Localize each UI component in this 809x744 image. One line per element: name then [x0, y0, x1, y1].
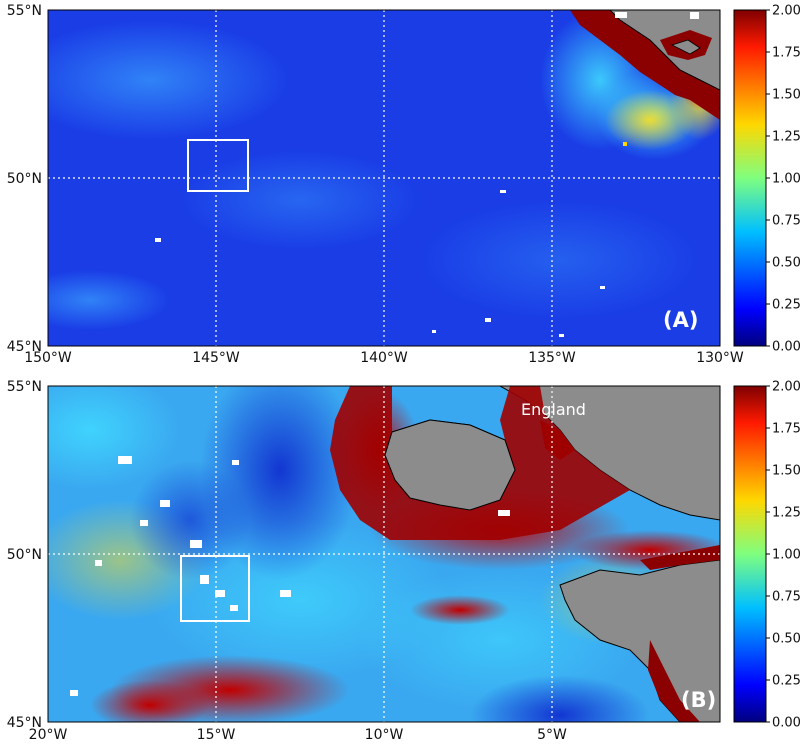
panel-b-lat-label: 55°N: [7, 379, 42, 395]
panel-b-frame: [47, 385, 721, 723]
colorbar-tick-label: 1.75: [772, 46, 801, 61]
panel-b: England (B) 55°N 50°N 45°N 20°W 15°W 10°…: [7, 379, 721, 743]
panel-b-label: (B): [681, 688, 716, 712]
colorbar-tick-label: 2.00: [772, 4, 801, 19]
colorbar-a-ticks: 2.00 1.75 1.50 1.25 1.00 0.75 0.50 0.25 0.00: [766, 4, 801, 355]
panel-b-lon-label: 15°W: [197, 727, 236, 743]
colorbar-a: 2.00 1.75 1.50 1.25 1.00 0.75 0.50 0.25 0.00: [733, 4, 801, 355]
panel-a-map: [48, 10, 720, 346]
panel-b-lon-label: 10°W: [365, 727, 404, 743]
colorbar-tick-label: 1.50: [772, 88, 801, 103]
panel-b-map: [48, 386, 720, 722]
panel-b-coastal-high: [330, 386, 630, 540]
panel-a-lat-label: 45°N: [7, 339, 42, 355]
colorbar-tick-label: 1.00: [772, 548, 801, 563]
colorbar-tick-label: 1.00: [772, 172, 801, 187]
colorbar-tick-label: 0.75: [772, 214, 801, 229]
colorbar-tick-label: 1.25: [772, 130, 801, 145]
panel-a-label: (A): [663, 308, 698, 332]
colorbar-tick-label: 1.75: [772, 422, 801, 437]
panel-b-lon-label: 5°W: [537, 727, 567, 743]
panel-b-lon-label: 20°W: [29, 727, 68, 743]
colorbar-tick-label: 0.50: [772, 632, 801, 647]
colorbar-tick-label: 1.25: [772, 506, 801, 521]
colorbar-tick-label: 1.50: [772, 464, 801, 479]
panel-a-lat-label: 55°N: [7, 3, 42, 19]
colorbar-tick-label: 0.25: [772, 298, 801, 313]
colorbar-tick-label: 0.00: [772, 340, 801, 355]
panel-a-land: [609, 10, 720, 91]
panel-a: (A) 55°N 50°N 45°N 150°W 145°W 140°W 135…: [7, 3, 744, 366]
colorbar-b-ramp: [733, 385, 767, 723]
colorbar-tick-label: 0.25: [772, 674, 801, 689]
panel-a-lon-label: 150°W: [24, 350, 72, 366]
panel-b-place-label: England: [521, 400, 586, 419]
colorbar-tick-label: 0.75: [772, 590, 801, 605]
panel-a-lon-label: 140°W: [360, 350, 408, 366]
panel-a-frame: [47, 9, 721, 347]
colorbar-a-ramp: [733, 9, 767, 347]
panel-b-lat-label: 50°N: [7, 547, 42, 563]
colorbar-tick-label: 2.00: [772, 380, 801, 395]
panel-a-lon-label: 145°W: [192, 350, 240, 366]
panel-b-lat-label: 45°N: [7, 715, 42, 731]
colorbar-tick-label: 0.00: [772, 716, 801, 731]
colorbar-b: 2.00 1.75 1.50 1.25 1.00 0.75 0.50 0.25 0.00: [733, 380, 801, 731]
panel-b-study-box: [180, 555, 250, 622]
panel-b-grid: [48, 386, 720, 722]
panel-a-lon-label: 135°W: [528, 350, 576, 366]
panel-a-study-box: [187, 139, 249, 192]
colorbar-b-ticks: 2.00 1.75 1.50 1.25 1.00 0.75 0.50 0.25 0.00: [766, 380, 801, 731]
panel-a-lon-label: 130°W: [696, 350, 744, 366]
colorbar-tick-label: 0.50: [772, 256, 801, 271]
panel-a-lat-label: 50°N: [7, 171, 42, 187]
panel-a-grid: [48, 10, 720, 346]
